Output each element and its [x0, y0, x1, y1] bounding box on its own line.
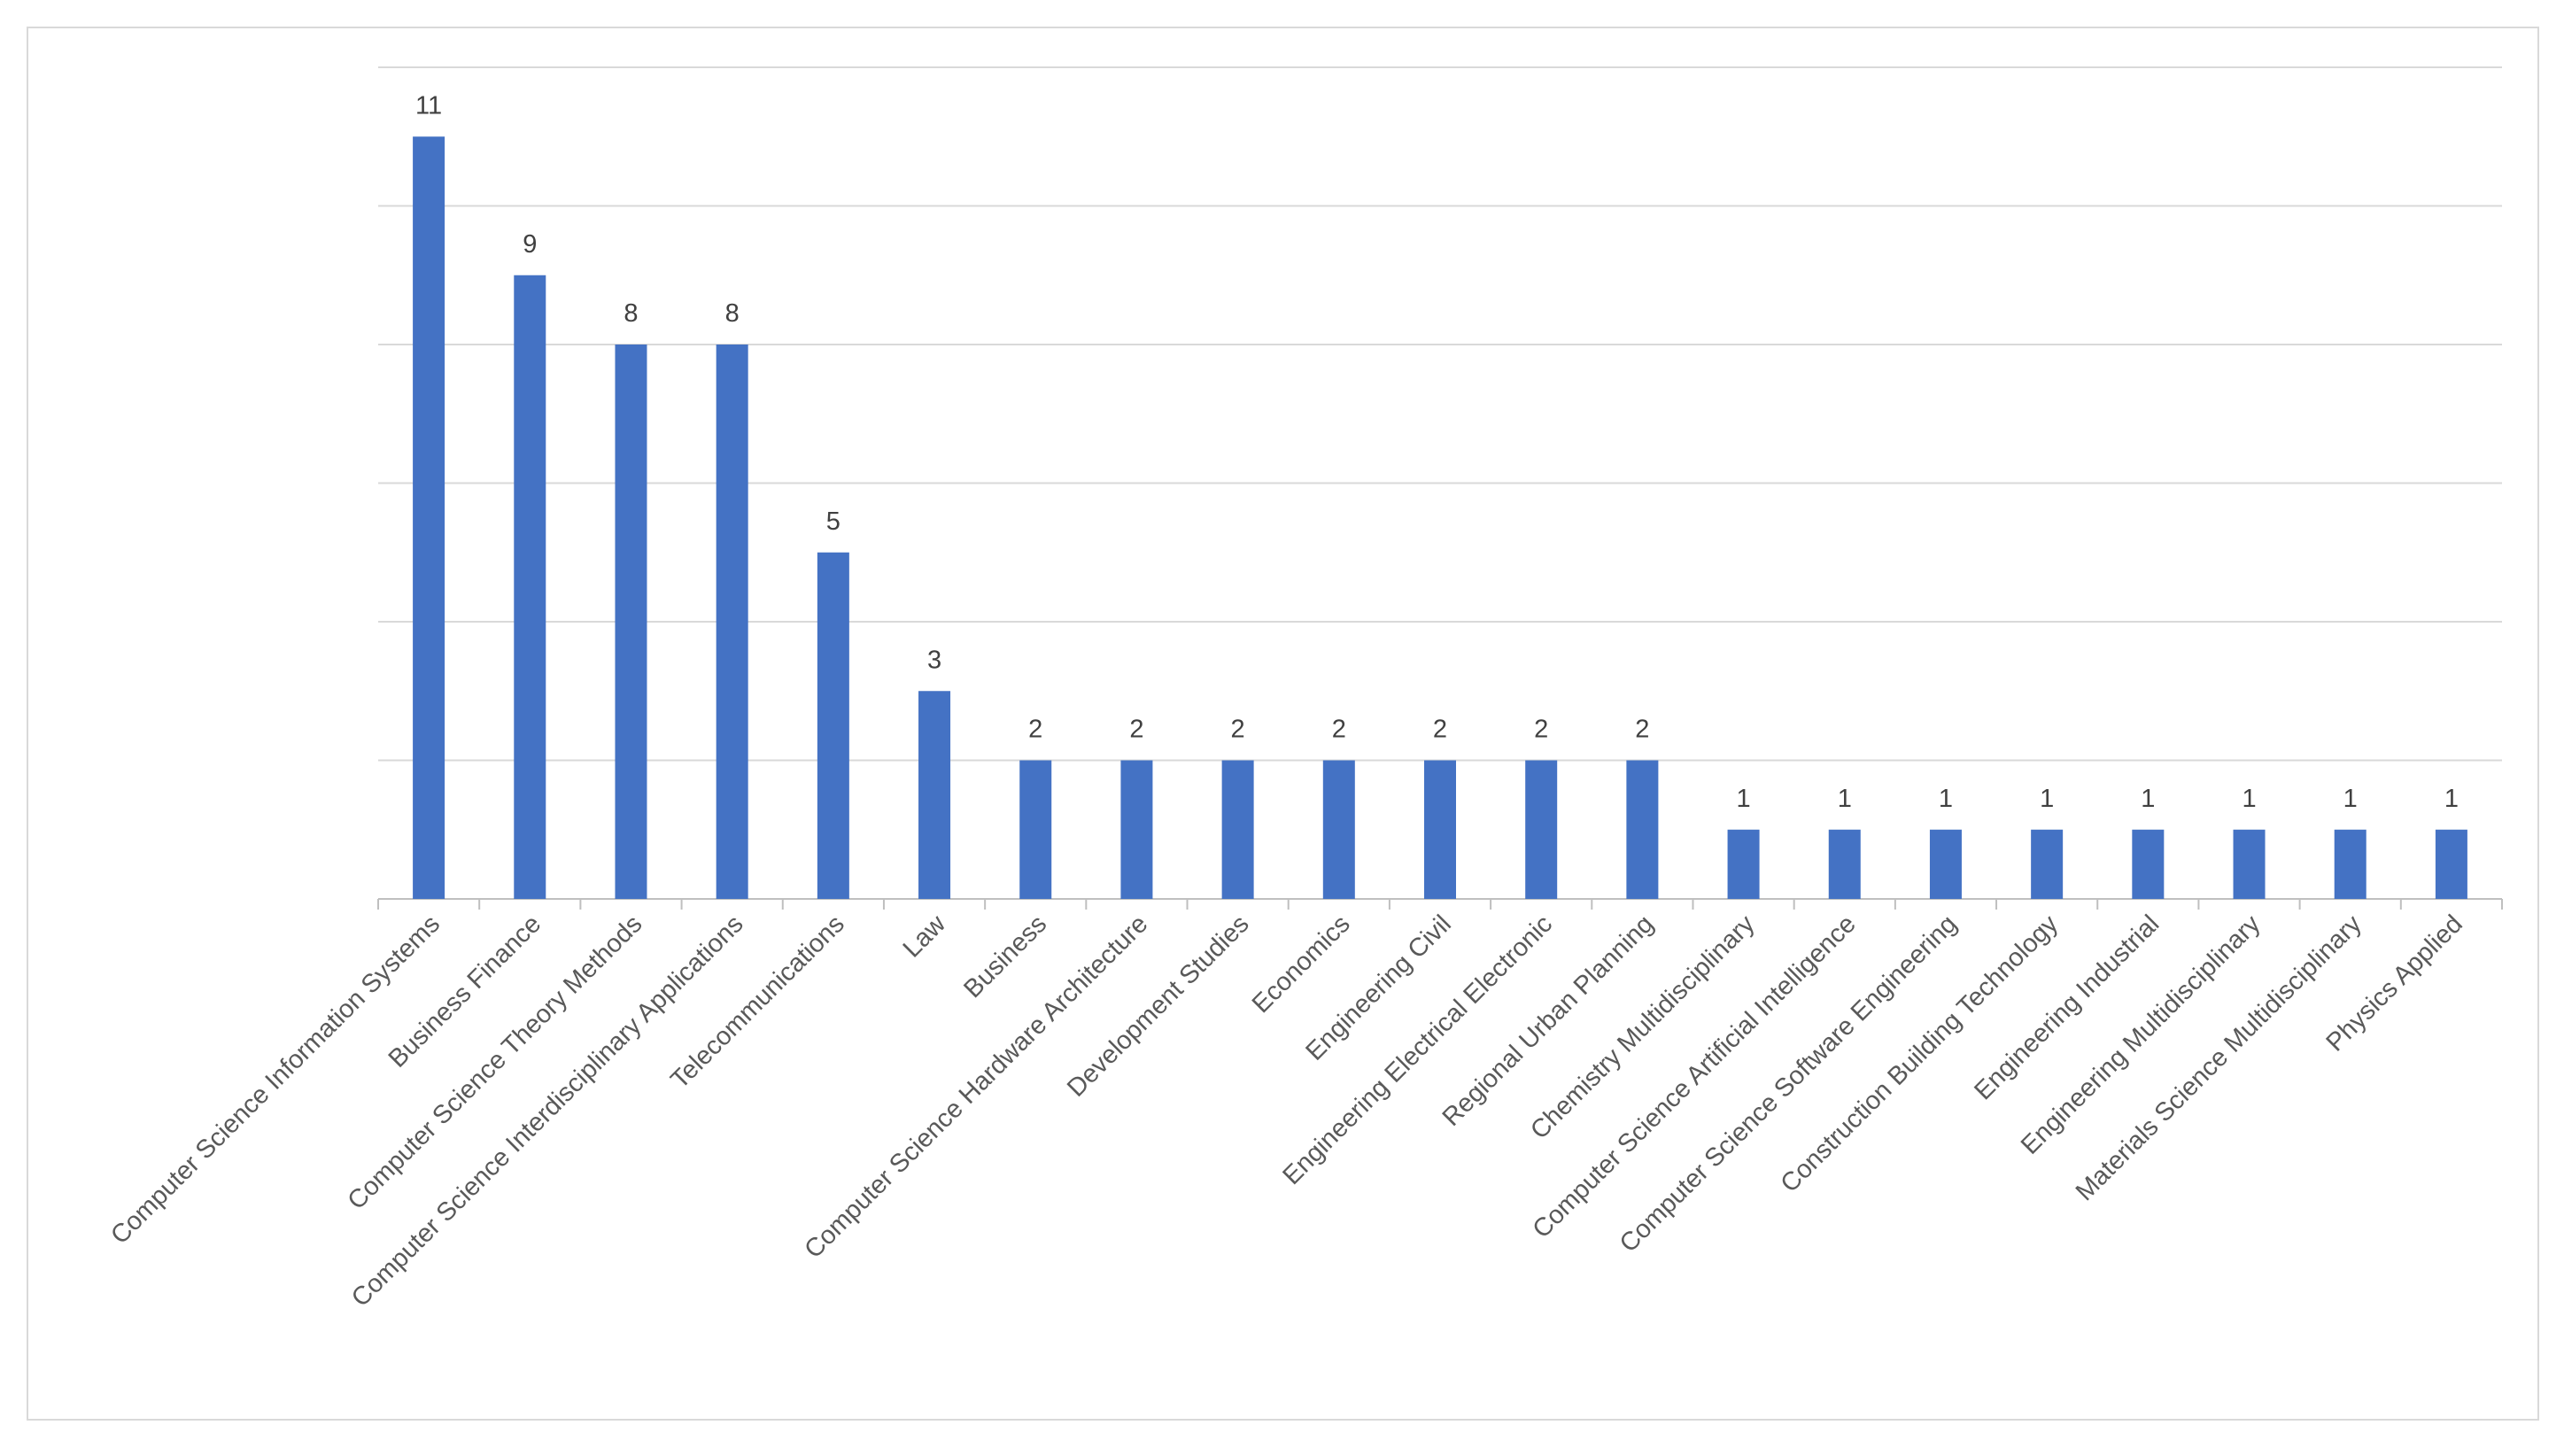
data-label: 1 — [2141, 785, 2155, 813]
data-label: 5 — [826, 507, 840, 536]
bar — [2435, 829, 2467, 899]
data-label: 8 — [624, 299, 638, 328]
category-label: Law — [898, 910, 952, 964]
bar — [918, 691, 951, 899]
data-label: 1 — [2040, 785, 2054, 813]
bar — [1727, 829, 1760, 899]
chart-area — [27, 27, 2539, 1421]
data-label: 11 — [415, 91, 442, 120]
bars — [413, 136, 2467, 899]
bar — [1626, 760, 1659, 899]
category-label: Economics — [1247, 910, 1356, 1018]
data-label: 1 — [1737, 785, 1751, 813]
data-label: 8 — [725, 299, 740, 328]
data-label: 2 — [1129, 716, 1143, 744]
bar — [1929, 829, 1962, 899]
data-label: 2 — [1028, 716, 1042, 744]
x-axis — [377, 898, 2503, 910]
bar — [716, 345, 748, 899]
gridlines — [378, 66, 2502, 762]
category-label: Engineering Industrial — [1969, 910, 2165, 1105]
bar — [1019, 760, 1052, 899]
bar — [2334, 829, 2366, 899]
category-label: Telecommunications — [665, 910, 849, 1094]
data-label: 1 — [2444, 785, 2459, 813]
data-label: 1 — [1838, 785, 1852, 813]
category-label: Computer Science Information Systems — [105, 910, 445, 1250]
bar — [413, 136, 445, 899]
category-labels: Computer Science Information Systems Busi… — [105, 910, 2468, 1313]
bar — [2031, 829, 2064, 899]
data-label: 2 — [1332, 716, 1346, 744]
bar — [2132, 829, 2165, 899]
bar — [817, 552, 849, 899]
data-label: 1 — [1939, 785, 1953, 813]
bar — [1120, 760, 1153, 899]
bar — [514, 275, 546, 899]
category-label: Business — [958, 910, 1052, 1003]
category-label: Computer Science Interdisciplinary Appli… — [346, 910, 749, 1313]
data-label: 1 — [2242, 785, 2256, 813]
category-label: Computer Science Hardware Architecture — [799, 910, 1153, 1264]
bar — [1322, 760, 1355, 899]
category-label: Regional Urban Planning — [1437, 910, 1660, 1132]
data-label: 9 — [523, 230, 537, 259]
category-label: Development Studies — [1062, 910, 1255, 1103]
bar — [615, 345, 647, 899]
data-label: 2 — [1635, 716, 1649, 744]
data-label: 2 — [1534, 716, 1548, 744]
data-label: 2 — [1433, 716, 1447, 744]
bar — [1828, 829, 1861, 899]
data-label: 2 — [1231, 716, 1245, 744]
data-label: 1 — [2343, 785, 2358, 813]
bar — [1221, 760, 1254, 899]
bar — [1424, 760, 1456, 899]
bar — [2233, 829, 2266, 899]
bar — [1525, 760, 1558, 899]
data-label: 3 — [927, 646, 941, 674]
